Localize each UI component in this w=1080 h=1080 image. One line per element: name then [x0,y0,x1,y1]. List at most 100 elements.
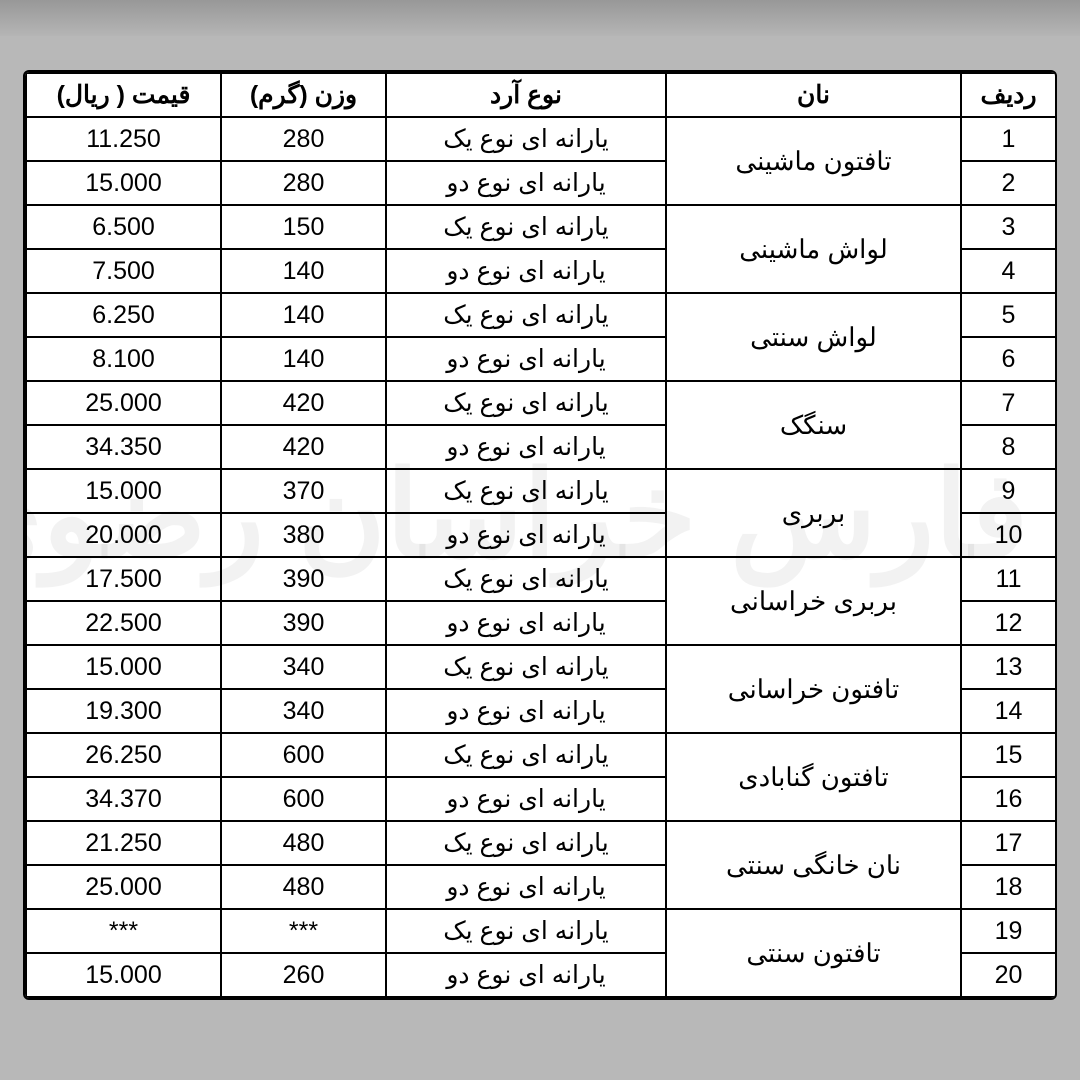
cell-price: 6.250 [26,293,221,337]
header-row: ردیف [961,73,1056,117]
cell-price: 15.000 [26,161,221,205]
cell-row-number: 11 [961,557,1056,601]
cell-flour: یارانه ای نوع دو [386,777,666,821]
cell-price: 6.500 [26,205,221,249]
cell-flour: یارانه ای نوع یک [386,821,666,865]
cell-row-number: 19 [961,909,1056,953]
cell-row-number: 14 [961,689,1056,733]
cell-row-number: 16 [961,777,1056,821]
cell-row-number: 5 [961,293,1056,337]
cell-row-number: 3 [961,205,1056,249]
cell-bread: نان خانگی سنتی [666,821,961,909]
header-weight: وزن (گرم) [221,73,386,117]
cell-flour: یارانه ای نوع یک [386,733,666,777]
table-row: 11.250280یارانه ای نوع یکتافتون ماشینی1 [26,117,1056,161]
cell-price: 34.370 [26,777,221,821]
cell-weight: 390 [221,601,386,645]
table-row: 17.500390یارانه ای نوع یکبربری خراسانی11 [26,557,1056,601]
table-row: ******یارانه ای نوع یکتافتون سنتی19 [26,909,1056,953]
header-bread: نان [666,73,961,117]
cell-price: 20.000 [26,513,221,557]
cell-flour: یارانه ای نوع یک [386,909,666,953]
cell-weight: 390 [221,557,386,601]
price-sheet: فارس خراسان رضوی قیمت ( ریال) وزن (گرم) … [23,70,1057,1000]
cell-bread: تافتون گنابادی [666,733,961,821]
cell-price: 34.350 [26,425,221,469]
cell-flour: یارانه ای نوع دو [386,425,666,469]
cell-weight: 600 [221,733,386,777]
table-header-row: قیمت ( ریال) وزن (گرم) نوع آرد نان ردیف [26,73,1056,117]
cell-weight: 370 [221,469,386,513]
cell-weight: 480 [221,821,386,865]
cell-weight: 420 [221,381,386,425]
cell-row-number: 10 [961,513,1056,557]
cell-bread: لواش ماشینی [666,205,961,293]
cell-row-number: 6 [961,337,1056,381]
cell-weight: 150 [221,205,386,249]
cell-bread: تافتون ماشینی [666,117,961,205]
cell-row-number: 20 [961,953,1056,997]
cell-row-number: 4 [961,249,1056,293]
cell-price: 15.000 [26,469,221,513]
cell-weight: 140 [221,337,386,381]
cell-price: 26.250 [26,733,221,777]
top-gradient-bar [0,0,1080,36]
cell-row-number: 15 [961,733,1056,777]
cell-price: 21.250 [26,821,221,865]
cell-bread: تافتون سنتی [666,909,961,997]
cell-weight: 260 [221,953,386,997]
cell-weight: 480 [221,865,386,909]
header-flour: نوع آرد [386,73,666,117]
table-row: 25.000420یارانه ای نوع یکسنگک7 [26,381,1056,425]
table-row: 15.000370یارانه ای نوع یکبربری9 [26,469,1056,513]
cell-bread: تافتون خراسانی [666,645,961,733]
cell-flour: یارانه ای نوع یک [386,293,666,337]
bread-price-table: قیمت ( ریال) وزن (گرم) نوع آرد نان ردیف … [25,72,1057,998]
cell-flour: یارانه ای نوع یک [386,645,666,689]
cell-flour: یارانه ای نوع یک [386,557,666,601]
cell-price: 8.100 [26,337,221,381]
cell-flour: یارانه ای نوع دو [386,953,666,997]
cell-flour: یارانه ای نوع یک [386,381,666,425]
cell-price: 25.000 [26,381,221,425]
table-row: 6.500150یارانه ای نوع یکلواش ماشینی3 [26,205,1056,249]
cell-row-number: 8 [961,425,1056,469]
cell-row-number: 1 [961,117,1056,161]
cell-weight: 340 [221,689,386,733]
cell-flour: یارانه ای نوع دو [386,513,666,557]
cell-bread: سنگک [666,381,961,469]
cell-weight: 420 [221,425,386,469]
cell-bread: لواش سنتی [666,293,961,381]
table-row: 26.250600یارانه ای نوع یکتافتون گنابادی1… [26,733,1056,777]
table-row: 6.250140یارانه ای نوع یکلواش سنتی5 [26,293,1056,337]
cell-bread: بربری [666,469,961,557]
cell-price: 7.500 [26,249,221,293]
cell-flour: یارانه ای نوع دو [386,689,666,733]
cell-weight: 140 [221,293,386,337]
cell-weight: 600 [221,777,386,821]
cell-price: 17.500 [26,557,221,601]
cell-row-number: 7 [961,381,1056,425]
cell-row-number: 12 [961,601,1056,645]
cell-weight: 280 [221,161,386,205]
table-row: 15.000340یارانه ای نوع یکتافتون خراسانی1… [26,645,1056,689]
cell-flour: یارانه ای نوع دو [386,249,666,293]
cell-weight: 340 [221,645,386,689]
cell-price: 22.500 [26,601,221,645]
cell-price: 11.250 [26,117,221,161]
cell-weight: 380 [221,513,386,557]
cell-flour: یارانه ای نوع یک [386,117,666,161]
cell-weight: *** [221,909,386,953]
cell-flour: یارانه ای نوع یک [386,469,666,513]
cell-weight: 280 [221,117,386,161]
cell-row-number: 18 [961,865,1056,909]
cell-flour: یارانه ای نوع دو [386,865,666,909]
header-price: قیمت ( ریال) [26,73,221,117]
cell-price: 19.300 [26,689,221,733]
cell-flour: یارانه ای نوع یک [386,205,666,249]
cell-price: 25.000 [26,865,221,909]
cell-flour: یارانه ای نوع دو [386,337,666,381]
cell-price: 15.000 [26,645,221,689]
cell-price: 15.000 [26,953,221,997]
cell-row-number: 2 [961,161,1056,205]
